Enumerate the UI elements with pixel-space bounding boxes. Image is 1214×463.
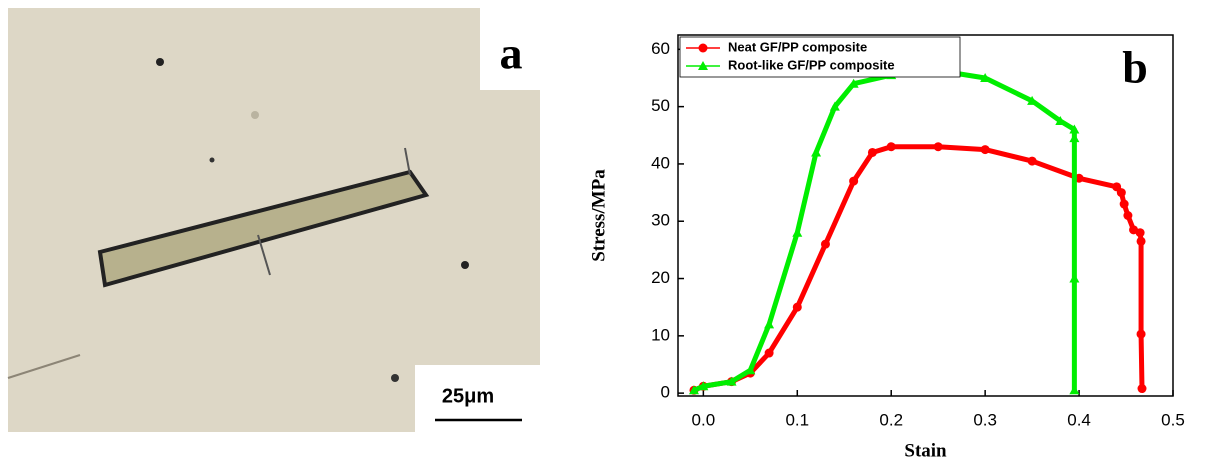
micrograph: 25μm a [7,8,540,432]
series-line [692,68,1077,393]
data-point [848,78,859,88]
particle [209,157,215,163]
x-axis-label: Stain [904,440,947,461]
data-point [811,147,822,157]
data-point [1069,124,1080,134]
data-point [980,145,990,155]
fiber-fragment [7,354,81,379]
data-point [1136,329,1146,339]
data-point [698,381,709,391]
particle [391,374,399,382]
x-tick-label: 0.4 [1067,410,1091,429]
x-tick-label: 0.5 [1161,410,1185,429]
x-tick-label: 0.3 [973,410,997,429]
x-tick-label: 0.0 [692,410,716,429]
y-axis-label: Stress/MPa [588,169,609,262]
particle [251,111,259,119]
data-point [1069,133,1080,143]
data-point [726,376,737,386]
data-point [1069,273,1080,283]
data-point [1137,384,1147,394]
data-point [886,142,896,152]
legend-label: Neat GF/PP composite [728,39,867,54]
data-point [792,227,803,237]
legend-box [679,36,961,78]
y-tick-label: 0 [661,383,670,402]
x-tick-label: 0.2 [879,410,903,429]
data-point [1027,95,1038,105]
chart: 0 10 20 30 40 50 60 0.0 0.1 0.2 0.3 0.4 0.5 Stain Stre… [588,34,1185,461]
scale-bar-label: 25μm [442,385,494,407]
data-point [1069,385,1080,395]
data-point [1116,188,1126,198]
data-point [1136,236,1146,246]
glass-fiber [97,169,430,288]
data-point [688,385,699,395]
panel-label: b [1122,42,1148,93]
data-point [933,142,943,152]
data-point [829,101,840,111]
y-tick-label: 40 [651,153,670,172]
y-tick-label: 50 [651,96,670,115]
data-point [1135,228,1145,238]
data-point [980,72,991,82]
legend-marker [698,43,708,53]
data-point [1123,211,1133,220]
data-point [792,302,802,312]
particle [156,58,164,66]
data-point [764,348,774,358]
data-point [849,176,859,186]
legend-label: Root-like GF/PP composite [728,57,895,72]
x-tick-label: 0.1 [785,410,809,429]
y-tick-label: 10 [651,325,670,344]
plot-frame [677,34,1174,397]
y-tick-label: 30 [651,211,670,230]
whisker [404,147,411,176]
data-point [1027,156,1037,166]
whisker [257,234,271,276]
data-point [820,239,830,249]
particle [461,261,469,269]
y-tick-label: 20 [651,268,670,287]
data-point [764,319,775,329]
data-point [1119,199,1129,209]
y-tick-label: 60 [651,39,670,58]
data-point [1055,115,1066,125]
data-point [867,147,877,157]
data-point [745,365,756,375]
panel-label: a [500,28,523,79]
legend-marker [698,61,708,70]
